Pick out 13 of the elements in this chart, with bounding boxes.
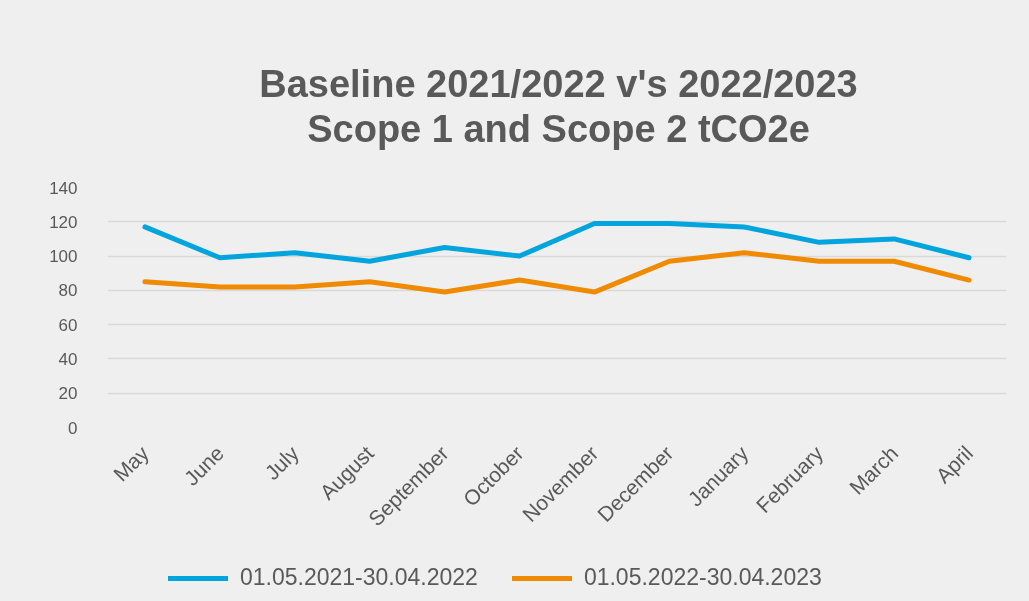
y-tick-label: 0 [68,418,78,438]
legend-label: 01.05.2021-30.04.2022 [240,564,478,591]
y-tick-label: 60 [58,315,78,335]
y-tick-label: 120 [49,212,78,232]
y-tick-label: 80 [58,281,78,301]
y-tick-label: 140 [49,178,78,198]
y-tick-label: 20 [58,384,78,404]
y-tick-label: 40 [58,349,78,369]
chart-title: Baseline 2021/2022 v's 2022/2023 Scope 1 and Scope 2 tCO2e [259,62,858,152]
legend-label: 01.05.2022-30.04.2023 [583,564,822,591]
x-tick-label: July [260,441,304,485]
y-tick-label: 100 [49,247,78,267]
x-tick-label: May [108,441,154,486]
